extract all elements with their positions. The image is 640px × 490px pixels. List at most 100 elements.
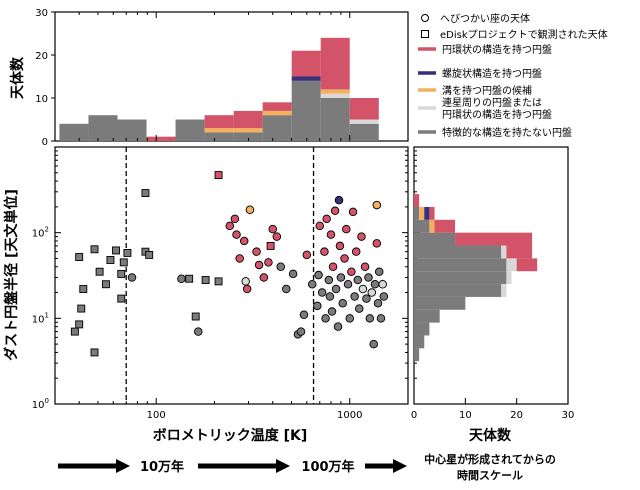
scatter-point-circle-none [282, 284, 291, 294]
scatter-point-circle-none [307, 279, 317, 289]
scatter-point-circle-binary [241, 277, 250, 286]
scatter-point-square-none [117, 294, 126, 303]
timeline-label-100k: 10万年 [140, 459, 184, 475]
legend-label-none: 特徴的な構造を持たない円盤 [442, 126, 572, 139]
top-hist-bar-none [320, 98, 350, 141]
legend-label-gap: 溝を持つ円盤の候補 [442, 84, 532, 97]
scatter-point-square-none [123, 248, 132, 257]
right-hist-xtick-label: 0 [411, 410, 417, 421]
scatter-point-circle-ring [239, 236, 249, 246]
scatter-point-square-none [201, 276, 210, 284]
top-hist-bar-none [204, 132, 234, 141]
scatter-point-circle-ring [259, 273, 269, 282]
scatter-point-circle-none [369, 339, 378, 349]
right-hist-bar-spiral [424, 206, 430, 220]
scatter-point-circle-none [370, 279, 380, 289]
top-hist-bar-ring [204, 115, 234, 129]
right-hist-bar-binary [506, 258, 517, 272]
right-hist-bar-none [414, 348, 420, 362]
scatter-point-circle-ring [351, 247, 361, 256]
scatter-point-circle-ring [357, 232, 366, 241]
scatter-point-circle-ring [302, 250, 312, 260]
timeline-label-1m: 100万年 [301, 459, 354, 475]
scatter-point-circle-ring [330, 206, 340, 216]
scatter-point-circle-none [314, 270, 323, 280]
right-hist-bar-none [414, 284, 502, 297]
legend-label-ring: 円環状の構造を持つ円盤 [442, 43, 552, 56]
timeline-caption-line1: 中心星が形成されてからの [424, 452, 556, 466]
right-hist-xtick-label: 30 [562, 410, 575, 421]
scatter-point-square-none [95, 267, 104, 276]
scatter-point-square-ring [214, 171, 223, 180]
top-hist-bar-ring [349, 98, 379, 120]
timeline-arrow-1-head [116, 459, 130, 473]
scatter-ylabel: ダスト円盤半径 [天文単位] [3, 189, 20, 361]
right-hist-bar-ring [506, 245, 533, 259]
scatter-point-circle-none [365, 314, 375, 323]
top-histogram: 0 10 20 30 天体数 [9, 8, 409, 148]
scatter-point-square-none [191, 312, 200, 321]
timeline-arrow-3-head [393, 459, 407, 473]
scatter-xtick-label: 1000 [337, 410, 362, 421]
top-hist-bar-none [291, 80, 321, 141]
scatter-point-square-none [141, 189, 150, 198]
right-hist-bar-gap [419, 206, 425, 220]
scatter-point-circle-gap [372, 200, 382, 210]
right-hist-bar-gap [429, 219, 435, 233]
scatter-point-circle-none [324, 275, 334, 285]
scatter-point-square-none [79, 285, 88, 293]
scatter-point-circle-none [288, 269, 298, 279]
scatter-point-circle-none [313, 301, 322, 311]
top-hist-bar-ring [146, 136, 176, 141]
scatter-point-circle-ring [372, 239, 382, 248]
scatter-point-circle-none [299, 310, 309, 320]
scatter-point-circle-none [336, 273, 346, 282]
scatter-point-circle-ring [272, 232, 282, 241]
scatter-point-circle-spiral [334, 195, 344, 205]
scatter-point-circle-ring [230, 214, 240, 224]
scatter-xlabel: ボロメトリック温度 [K] [153, 427, 308, 444]
scatter-point-circle-none [127, 273, 137, 282]
scatter-point-circle-none [338, 298, 347, 308]
right-hist-bar-none [414, 245, 502, 259]
right-hist-bar-none [414, 258, 507, 272]
scatter-point-square-none [77, 304, 86, 313]
top-hist-bar-none [88, 115, 118, 141]
right-hist-bar-none [414, 219, 430, 233]
scatter-point-circle-none [362, 294, 371, 303]
scatter-point-square-ring [266, 241, 275, 250]
scatter-point-circle-ring [342, 224, 351, 234]
scatter-point-circle-ring [326, 230, 336, 239]
top-hist-bar-spiral [291, 76, 321, 81]
scatter-ytick-label: 100 [32, 397, 49, 411]
right-hist-xtick-label: 20 [510, 410, 523, 421]
scatter-point-circle-binary [378, 279, 387, 289]
scatter-point-square-none [119, 258, 128, 267]
scatter-point-circle-ring [340, 254, 349, 263]
right-hist-xtick-label: 10 [459, 410, 472, 421]
right-histogram-xlabel: 天体数 [469, 427, 512, 444]
scatter-point-circle-none [355, 304, 364, 313]
timeline-caption-line2: 時間スケール [457, 468, 523, 482]
top-hist-bar-ring [291, 50, 321, 77]
scatter-point-square-none [90, 348, 99, 357]
scatter-point-circle-none [177, 274, 186, 283]
scatter-point-circle-ring [347, 267, 356, 276]
scatter-point-circle-none [350, 292, 359, 301]
right-hist-bar-ring [429, 206, 435, 220]
legend-label-binary: 連星周りの円盤または [442, 96, 542, 109]
scatter-point-square-none [145, 250, 154, 259]
timeline: 10万年 100万年 中心星が形成されてからの 時間スケール [58, 452, 556, 482]
right-hist-bar-ring [455, 232, 533, 246]
scatter-xtick-label: 100 [147, 410, 166, 421]
top-hist-bar-none [349, 123, 379, 141]
scatter-point-circle-ring [252, 247, 261, 256]
scatter-point-square-none [185, 274, 194, 283]
scatter-point-square-none [112, 246, 120, 255]
top-hist-bar-none [262, 115, 292, 141]
scatter-point-square-none [117, 269, 126, 278]
legend-label-circle: へびつかい座の天体 [440, 12, 530, 25]
scatter-point-circle-ring [225, 221, 235, 231]
